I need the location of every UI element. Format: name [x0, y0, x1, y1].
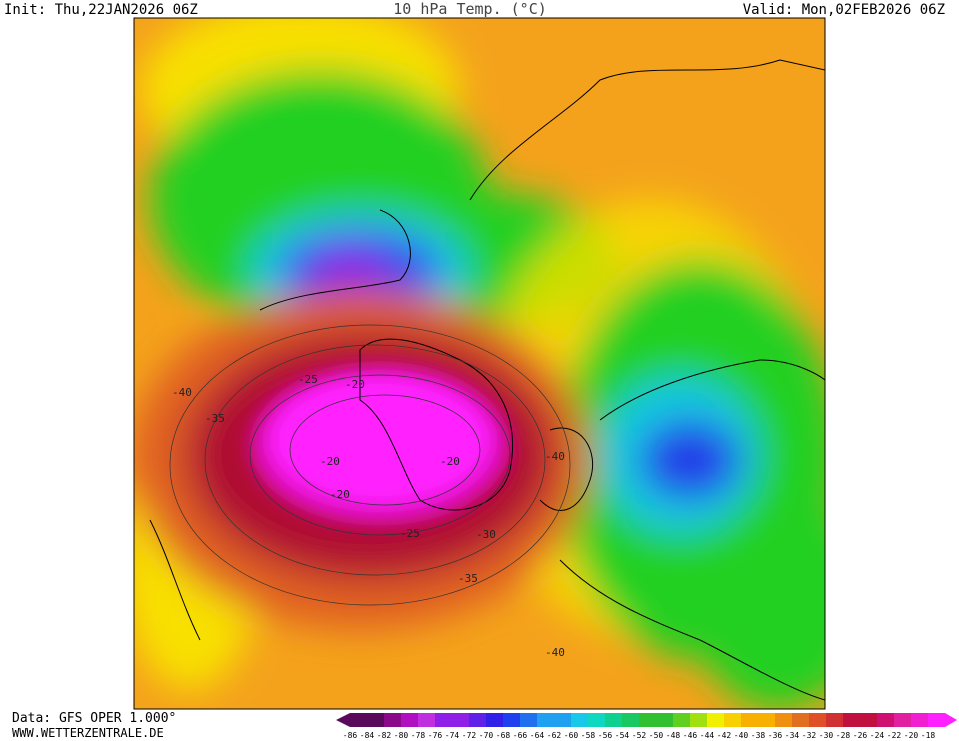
contour-label: -40	[172, 386, 192, 399]
scale-label: -44	[700, 731, 715, 740]
scale-label: -58	[581, 731, 596, 740]
scale-label: -68	[496, 731, 511, 740]
scale-swatch	[792, 713, 810, 727]
scale-label: -52	[632, 731, 647, 740]
scale-arrow-right	[945, 713, 957, 727]
scale-label: -18	[921, 731, 936, 740]
scale-swatch	[843, 713, 861, 727]
scale-label: -26	[853, 731, 868, 740]
scale-swatch	[418, 713, 436, 727]
scale-swatch	[503, 713, 521, 727]
scale-swatch	[724, 713, 742, 727]
contour-label: -40	[545, 646, 565, 659]
scale-swatch	[588, 713, 606, 727]
contour-label: -30	[476, 528, 496, 541]
scale-swatch	[486, 713, 504, 727]
map-title: 10 hPa Temp. (°C)	[393, 0, 547, 18]
scale-label: -78	[411, 731, 426, 740]
scale-swatch	[707, 713, 725, 727]
contour-label: -25	[400, 527, 420, 540]
contour-label: -20	[330, 488, 350, 501]
scale-swatch	[367, 713, 385, 727]
scale-swatch	[554, 713, 572, 727]
contour-label: -35	[205, 412, 225, 425]
contour-label: -20	[345, 378, 365, 391]
scale-swatch	[537, 713, 555, 727]
scale-label: -42	[717, 731, 732, 740]
scale-label: -64	[530, 731, 545, 740]
scale-swatch	[571, 713, 589, 727]
scale-label: -38	[751, 731, 766, 740]
color-scale: -86 -84 -82 -80 -78 -76 -74 -72 -70 -68 -66 -64 -62-…	[336, 713, 957, 740]
scale-label: -84	[360, 731, 375, 740]
contour-label: -35	[458, 572, 478, 585]
scale-swatch	[656, 713, 674, 727]
scale-label: -72	[462, 731, 477, 740]
scale-label: -56	[598, 731, 613, 740]
scale-swatch	[877, 713, 895, 727]
scale-swatch	[469, 713, 487, 727]
contours	[169, 324, 571, 606]
valid-label: Valid: Mon,02FEB2026 06Z	[743, 2, 945, 18]
scale-label: -66	[513, 731, 528, 740]
scale-swatch	[758, 713, 776, 727]
scale-label: -80	[394, 731, 409, 740]
coastlines	[149, 59, 825, 701]
contour-label: -20	[320, 455, 340, 468]
scale-swatch	[860, 713, 878, 727]
scale-swatch	[401, 713, 419, 727]
scale-label: -48	[666, 731, 681, 740]
contour-label: -25	[298, 373, 318, 386]
scale-swatch	[673, 713, 691, 727]
scale-swatch	[911, 713, 929, 727]
scale-label: -54	[615, 731, 630, 740]
scale-label: -60	[564, 731, 579, 740]
scale-swatch	[928, 713, 946, 727]
site-label: WWW.WETTERZENTRALE.DE	[12, 726, 164, 740]
scale-label: -74	[445, 731, 460, 740]
scale-label: -22	[887, 731, 902, 740]
scale-swatch	[639, 713, 657, 727]
scale-swatch	[809, 713, 827, 727]
scale-swatch	[894, 713, 912, 727]
scale-swatch	[452, 713, 470, 727]
scale-swatch	[350, 713, 368, 727]
scale-swatch	[622, 713, 640, 727]
data-source: Data: GFS OPER 1.000°	[12, 711, 176, 726]
scale-label: -32	[802, 731, 817, 740]
scale-label: -46	[683, 731, 698, 740]
contour-label: -20	[440, 455, 460, 468]
scale-label: -82	[377, 731, 392, 740]
scale-swatch	[520, 713, 538, 727]
scale-swatch	[605, 713, 623, 727]
scale-arrow-left	[336, 713, 350, 727]
scale-label: -62	[547, 731, 562, 740]
scale-label: -76	[428, 731, 443, 740]
contour-label: -40	[545, 450, 565, 463]
contour-labels: -40 -35 -25 -20 -20 -20 -25 -30 -35 -40 -40 -20	[172, 373, 565, 659]
init-label: Init: Thu,22JAN2026 06Z	[4, 2, 198, 18]
map-frame	[133, 17, 826, 710]
scale-label: -86	[343, 731, 358, 740]
scale-label: -36	[768, 731, 783, 740]
scale-label: -50	[649, 731, 664, 740]
scale-label: -70	[479, 731, 494, 740]
scale-label: -24	[870, 731, 885, 740]
scale-swatch	[826, 713, 844, 727]
scale-label: -34	[785, 731, 800, 740]
scale-swatch	[775, 713, 793, 727]
scale-label: -20	[904, 731, 919, 740]
map-field: -40 -35 -25 -20 -20 -20 -25 -30 -35 -40 -40 -20	[134, 18, 825, 709]
scale-swatch	[741, 713, 759, 727]
scale-label: -30	[819, 731, 834, 740]
scale-swatch	[384, 713, 402, 727]
scale-swatch	[690, 713, 708, 727]
scale-label: -28	[836, 731, 851, 740]
scale-label: -40	[734, 731, 749, 740]
scale-swatch	[435, 713, 453, 727]
